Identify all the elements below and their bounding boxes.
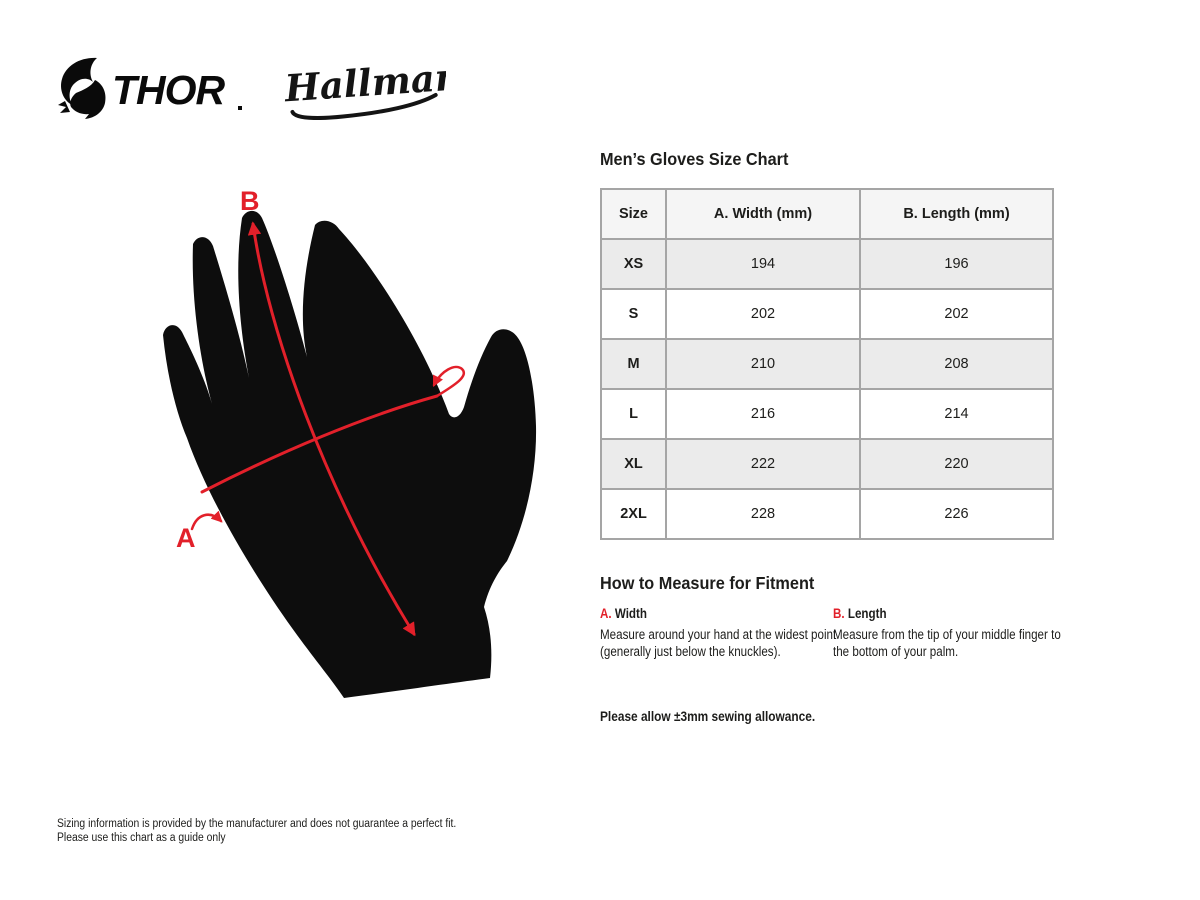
measure-instructions: A. Width Measure around your hand at the… [600,606,1061,682]
size-label: M [600,338,667,390]
measure-length-label: Length [847,606,887,621]
length-value: 226 [859,488,1054,540]
sewing-allowance-note: Please allow ±3mm sewing allowance. [600,709,816,724]
size-label: 2XL [600,488,667,540]
width-value: 216 [665,388,861,440]
how-to-measure-title: How to Measure for Fitment [600,573,815,593]
hallman-logo: Hallman [282,56,446,120]
measure-width-key: A. [600,606,612,621]
col-header-length: B. Length (mm) [859,188,1054,240]
col-header-width: A. Width (mm) [665,188,861,240]
size-chart-table: Size A. Width (mm) B. Length (mm) XS 194… [600,188,1054,540]
measure-label-a-hook [190,510,223,531]
footer-disclaimer: Sizing information is provided by the ma… [57,817,456,845]
length-value: 202 [859,288,1054,340]
measure-width-label: Width [614,606,647,621]
width-value: 210 [665,338,861,390]
table-row: XL 222 220 [600,438,1054,490]
size-label: S [600,288,667,340]
measure-length-block: B. Length Measure from the tip of your m… [833,606,1074,660]
length-value: 208 [859,338,1054,390]
size-chart-panel: Men’s Gloves Size Chart Size A. Width (m… [600,149,1061,724]
measure-line-a [200,394,439,494]
size-label: XL [600,438,667,490]
length-value: 220 [859,438,1054,490]
diagram-label-a: A [176,523,196,553]
length-value: 196 [859,238,1054,290]
measure-length-heading: B. Length [833,606,1074,622]
table-row: XS 194 196 [600,238,1054,290]
size-label: XS [600,238,667,290]
table-row: 2XL 228 226 [600,488,1054,540]
measure-width-text: Measure around your hand at the widest p… [600,627,837,659]
table-row: L 216 214 [600,388,1054,440]
table-header-row: Size A. Width (mm) B. Length (mm) [600,188,1054,240]
width-value: 202 [665,288,861,340]
col-header-size: Size [600,188,667,240]
hallman-underline-swash [290,92,438,120]
measure-line-b [247,221,416,637]
size-label: L [600,388,667,440]
measure-line-a-curl [432,365,465,398]
measure-width-heading: A. Width [600,606,841,622]
width-value: 194 [665,238,861,290]
hand-silhouette [163,210,537,699]
measure-length-key: B. [833,606,845,621]
thor-trademark-dot [238,106,242,110]
size-chart-title: Men’s Gloves Size Chart [600,149,789,169]
disclaimer-line-2: Please use this chart as a guide only [57,832,226,844]
thor-wordmark: THOR [112,67,226,113]
measure-width-block: A. Width Measure around your hand at the… [600,606,841,660]
hand-measurement-diagram: B A [163,186,537,699]
width-value: 228 [665,488,861,540]
brand-logos: THOR Hallman [57,56,446,120]
disclaimer-line-1: Sizing information is provided by the ma… [57,818,457,830]
measure-length-text: Measure from the tip of your middle fing… [833,627,1061,659]
length-value: 214 [859,388,1054,440]
thor-logo: THOR [58,57,242,119]
table-row: S 202 202 [600,288,1054,340]
diagram-label-b: B [240,186,260,216]
table-row: M 210 208 [600,338,1054,390]
width-value: 222 [665,438,861,490]
thor-goat-icon [58,57,106,119]
